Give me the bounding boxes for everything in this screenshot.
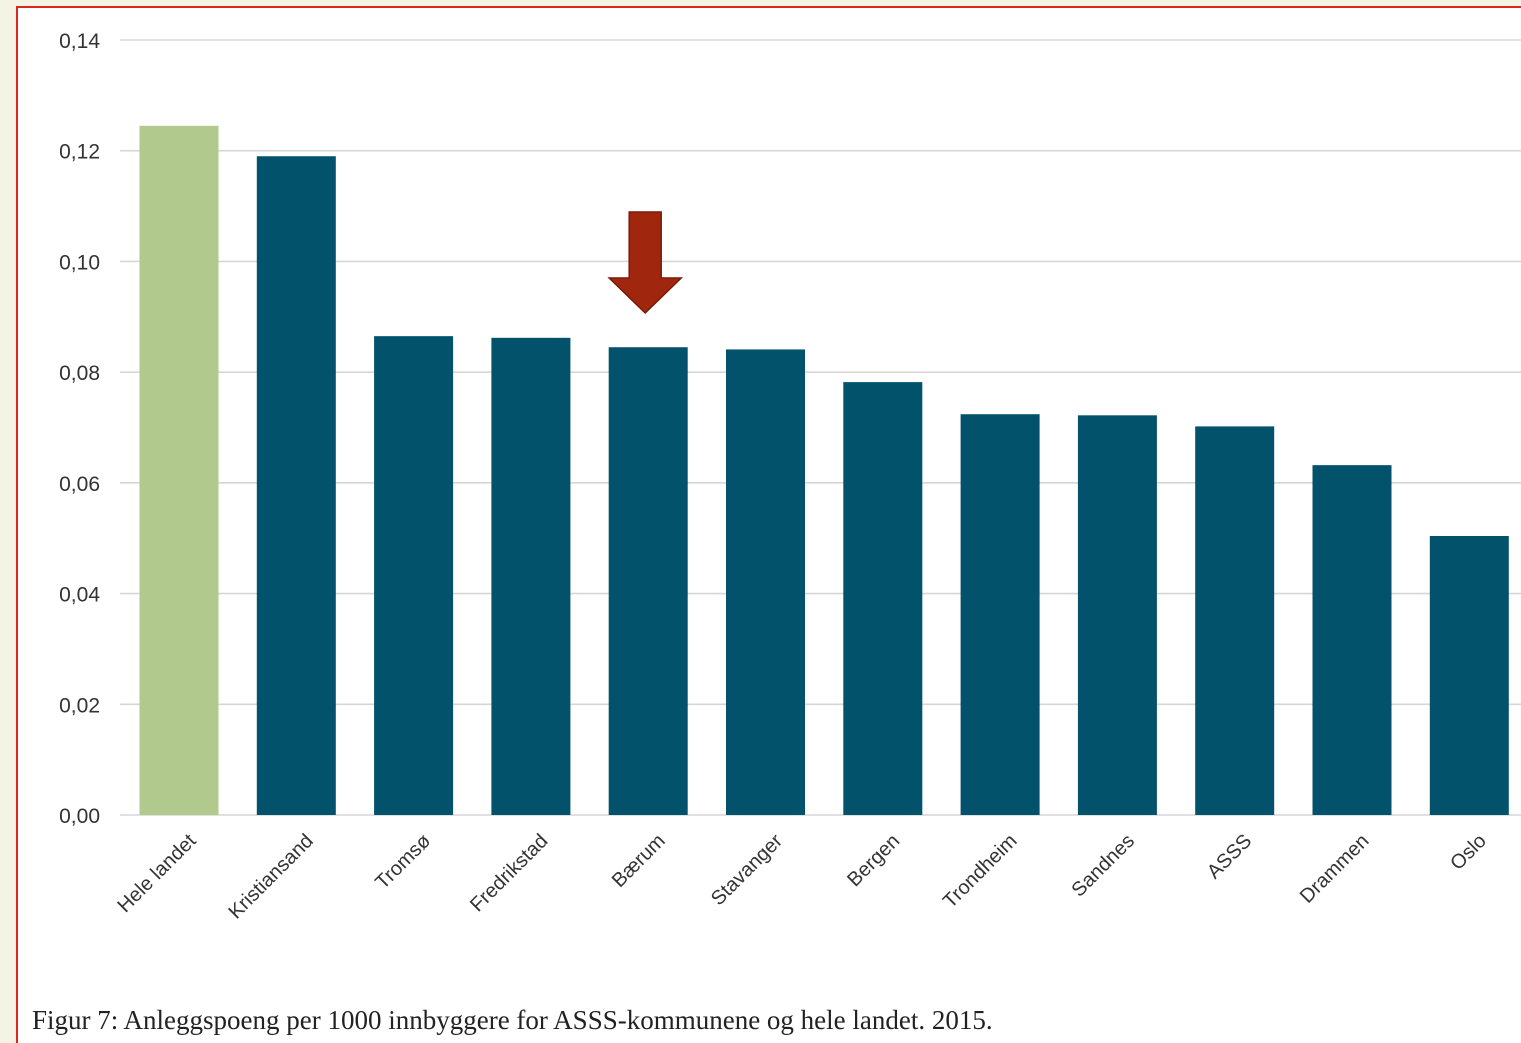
x-tick-label: Trondheim [939, 830, 1022, 913]
x-tick-label: Kristiansand [224, 830, 317, 923]
y-tick-label: 0,10 [59, 251, 100, 274]
x-tick-label: Bergen [843, 830, 904, 891]
x-tick-label: Drammen [1296, 830, 1374, 908]
x-tick-label: Hele landet [113, 830, 200, 917]
bar [960, 414, 1040, 815]
bar [1077, 415, 1157, 815]
bar [139, 125, 219, 815]
bar [608, 347, 688, 815]
bar [1312, 465, 1392, 815]
x-tick-label: Stavanger [707, 830, 787, 910]
x-tick-label: Oslo [1446, 830, 1491, 875]
y-tick-label: 0,00 [59, 805, 100, 828]
bar [256, 156, 336, 815]
bar [1429, 536, 1509, 815]
bar-chart: 0,00 0,02 0,04 0,06 0,08 0,10 0,12 0,14 Hele lan… [59, 30, 1521, 923]
x-tick-label: ASSS [1203, 830, 1256, 883]
y-tick-label: 0,14 [59, 30, 100, 53]
y-tick-label: 0,04 [59, 584, 100, 607]
y-tick-label: 0,08 [59, 362, 100, 385]
bar [726, 349, 805, 815]
bar [1195, 426, 1275, 815]
bar [843, 382, 923, 815]
x-tick-label: Sandnes [1068, 830, 1139, 901]
figure-caption: Figur 7: Anleggspoeng per 1000 innbygger… [32, 1005, 993, 1035]
y-tick-label: 0,12 [59, 141, 100, 164]
down-arrow-icon [607, 211, 684, 315]
bar [374, 336, 454, 815]
y-tick-label: 0,06 [59, 473, 100, 496]
x-tick-label: Tromsø [371, 830, 435, 894]
x-tick-label: Bærum [608, 830, 670, 892]
bar [491, 337, 571, 815]
y-tick-label: 0,02 [59, 694, 100, 717]
x-tick-label: Fredrikstad [466, 830, 552, 916]
